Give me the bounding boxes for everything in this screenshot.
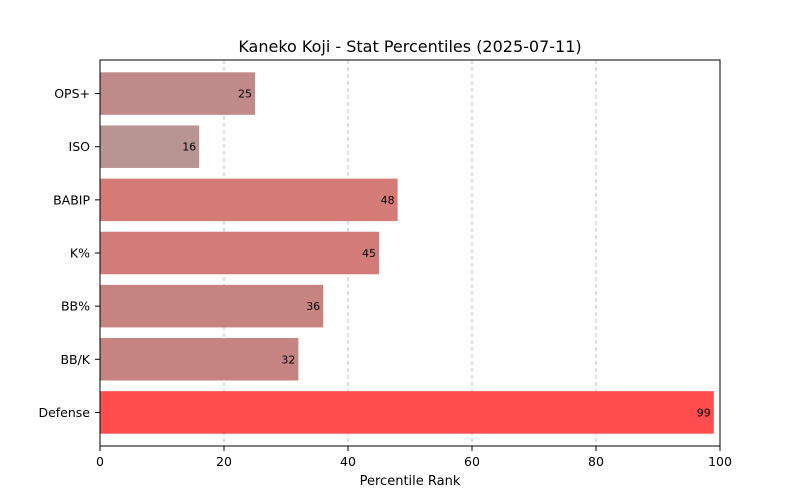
y-tick-label: BB%	[61, 299, 90, 314]
y-tick-label: BABIP	[53, 192, 90, 207]
bar-value-label: 48	[381, 194, 395, 207]
bar-babip	[100, 178, 398, 222]
bar-value-label: 16	[182, 141, 196, 154]
y-tick-label: Defense	[38, 405, 90, 420]
x-axis-label: Percentile Rank	[360, 474, 461, 489]
y-tick-label: K%	[70, 246, 90, 261]
x-tick-label: 20	[216, 454, 232, 469]
x-axis: 0 20 40 60 80 100	[96, 446, 732, 469]
bar-defense	[100, 391, 714, 434]
chart-title: Kaneko Koji - Stat Percentiles (2025-07-…	[238, 37, 581, 56]
bar-bb-k	[100, 338, 299, 381]
bar-bb-	[100, 284, 324, 328]
bar-value-label: 32	[281, 353, 295, 366]
bar-iso	[100, 125, 200, 168]
x-tick-label: 60	[464, 454, 480, 469]
x-tick-label: 0	[96, 454, 104, 469]
bar-value-label: 36	[306, 300, 320, 313]
x-tick-label: 80	[588, 454, 604, 469]
bar-ops-	[100, 72, 255, 115]
bar-value-label: 45	[362, 247, 376, 260]
x-tick-label: 40	[340, 454, 356, 469]
y-tick-label: OPS+	[54, 86, 90, 101]
bar-value-label: 25	[238, 88, 252, 101]
bar-value-label: 99	[697, 406, 711, 419]
y-axis: OPS+ ISO BABIP K% BB% BB/K Defense	[38, 86, 100, 420]
y-tick-label: ISO	[69, 139, 91, 154]
x-tick-label: 100	[708, 454, 732, 469]
y-tick-label: BB/K	[60, 352, 90, 367]
bars: 25 16 48 45 36 32 99	[100, 72, 714, 434]
bar-k-	[100, 231, 379, 275]
